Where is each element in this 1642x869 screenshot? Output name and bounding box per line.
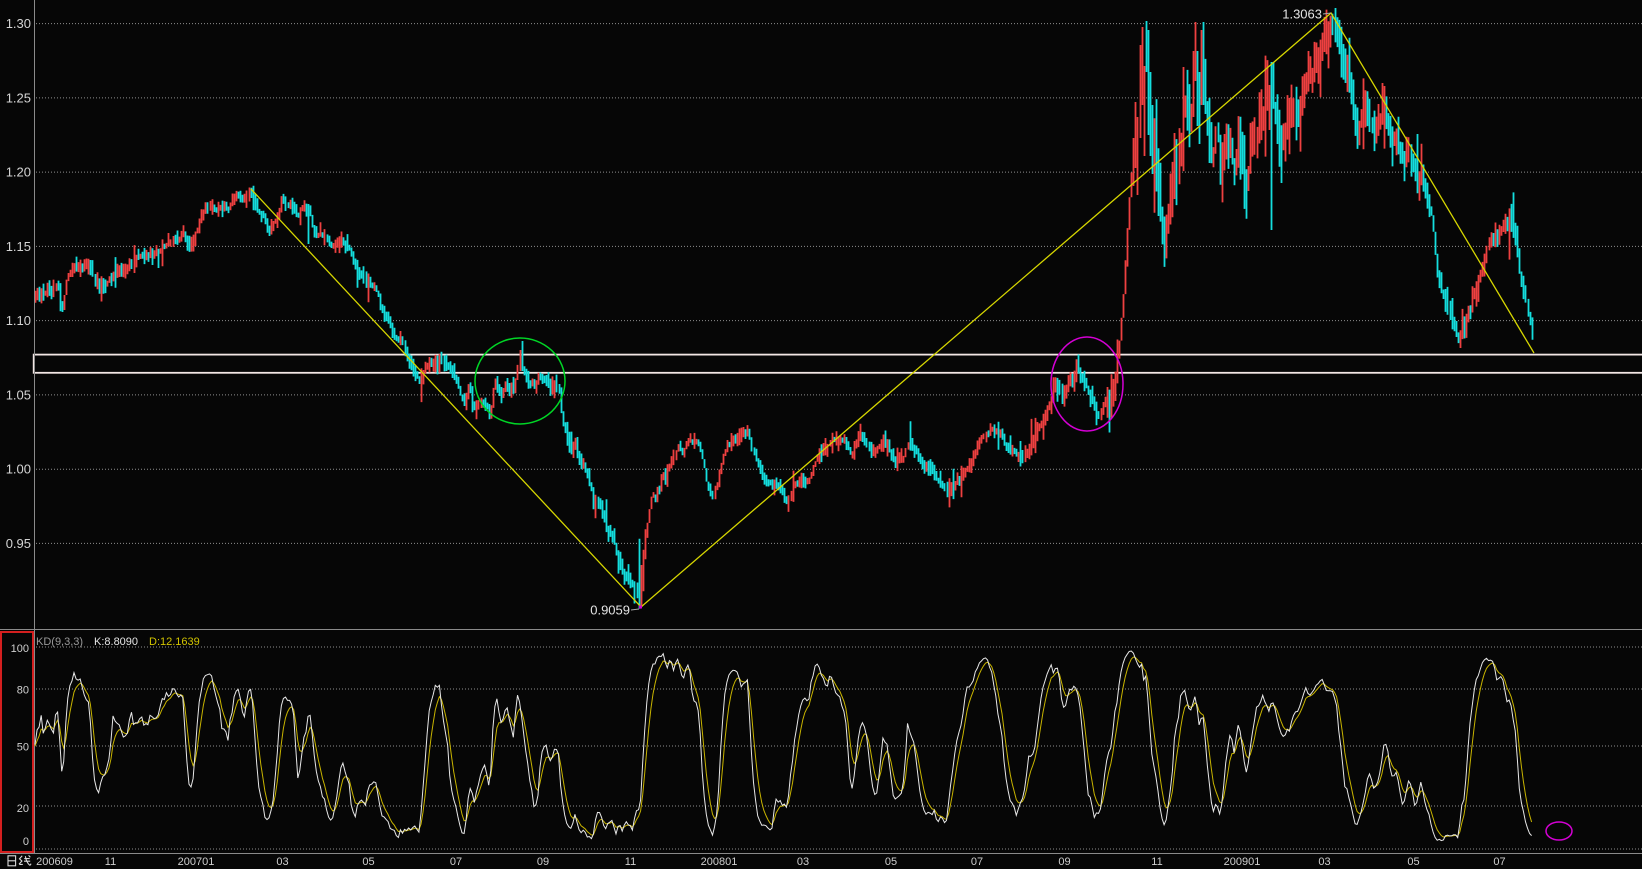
svg-text:03: 03 <box>276 856 288 868</box>
svg-text:200801: 200801 <box>701 856 738 868</box>
svg-text:05: 05 <box>362 856 374 868</box>
svg-text:1.00: 1.00 <box>6 462 31 477</box>
svg-text:K:8.8090: K:8.8090 <box>94 636 138 648</box>
svg-text:03: 03 <box>1318 856 1330 868</box>
svg-text:200609: 200609 <box>36 856 73 868</box>
svg-text:1.30: 1.30 <box>6 16 31 31</box>
svg-text:07: 07 <box>1493 856 1505 868</box>
svg-text:1.05: 1.05 <box>6 387 31 402</box>
svg-text:0.9059: 0.9059 <box>590 603 630 618</box>
svg-text:09: 09 <box>537 856 549 868</box>
svg-text:0.95: 0.95 <box>6 536 31 551</box>
svg-text:11: 11 <box>105 856 116 868</box>
svg-text:50: 50 <box>17 742 29 754</box>
svg-text:80: 80 <box>17 685 29 697</box>
svg-text:1.10: 1.10 <box>6 313 31 328</box>
svg-text:20: 20 <box>17 803 29 815</box>
svg-text:09: 09 <box>1058 856 1070 868</box>
svg-text:11: 11 <box>1151 856 1162 868</box>
svg-text:1.15: 1.15 <box>6 239 31 254</box>
svg-text:100: 100 <box>11 643 29 655</box>
svg-text:D:12.1639: D:12.1639 <box>149 636 200 648</box>
svg-text:03: 03 <box>797 856 809 868</box>
svg-text:05: 05 <box>885 856 897 868</box>
svg-text:1.20: 1.20 <box>6 165 31 180</box>
svg-text:200701: 200701 <box>178 856 215 868</box>
svg-text:1.3063: 1.3063 <box>1282 7 1322 22</box>
svg-text:0: 0 <box>23 836 29 848</box>
svg-text:11: 11 <box>625 856 636 868</box>
svg-text:200901: 200901 <box>1224 856 1261 868</box>
svg-text:KD(9,3,3): KD(9,3,3) <box>36 636 83 648</box>
svg-text:05: 05 <box>1407 856 1419 868</box>
svg-text:07: 07 <box>971 856 983 868</box>
svg-text:07: 07 <box>450 856 462 868</box>
svg-text:1.25: 1.25 <box>6 90 31 105</box>
